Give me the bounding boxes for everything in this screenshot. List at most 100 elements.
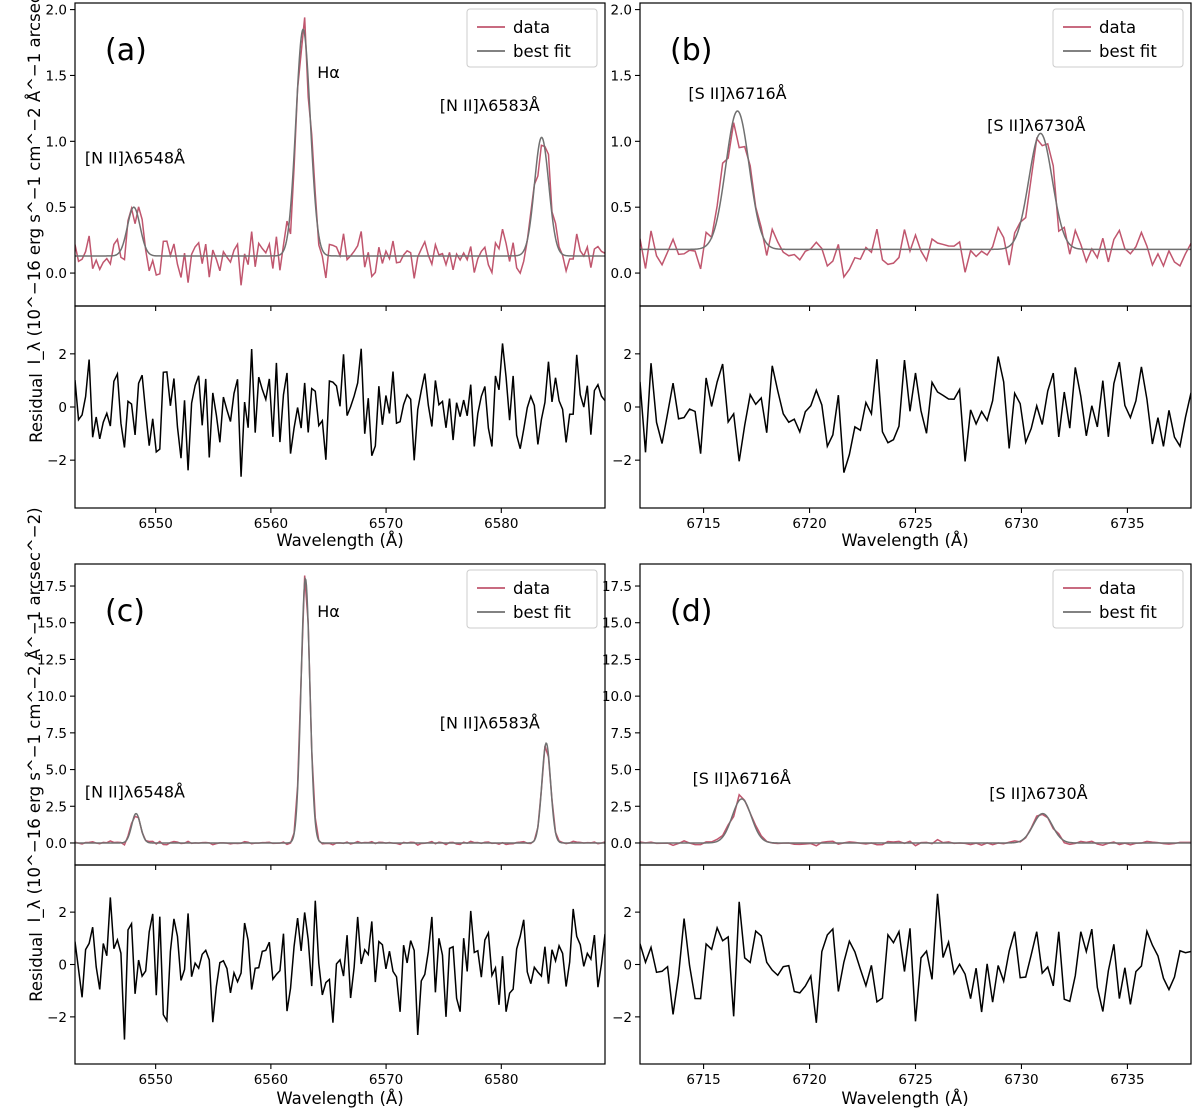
legend-entry-b: data [1099,18,1136,37]
ytick-label-b: 1.5 [611,68,632,84]
residual-ylabel-c: Residual [27,932,46,1002]
residual-ytick-label-b: 0 [623,400,632,416]
legend-a [466,8,598,68]
residual-ytick-label-c: −2 [47,1010,67,1026]
residual-axes-b [639,305,1192,509]
xtick-label-a: 6560 [254,516,288,532]
legend-b [1052,8,1184,68]
xlabel-c: Wavelength (Å) [276,1089,403,1108]
residual-ylabel-a: Residual [27,373,46,443]
xtick-label-a: 6580 [484,516,518,532]
residual-ytick-label-a: 0 [58,400,67,416]
panel-label-d: (d) [670,594,712,629]
ytick-label-b: 0.5 [611,200,632,216]
legend-d [1052,569,1184,629]
ytick-label-c: 7.5 [46,726,67,742]
emission-line-label-d: [S II]λ6730Å [989,784,1087,803]
xtick-label-d: 6715 [686,1072,720,1088]
ytick-label-c: 17.5 [37,579,67,595]
legend-c [466,569,598,629]
residual-ytick-label-a: −2 [47,453,67,469]
residual-line-d [640,893,1191,1023]
xlabel-d: Wavelength (Å) [841,1089,968,1108]
residual-ytick-label-d: 2 [623,905,632,921]
emission-line-label-d: [S II]λ6716Å [693,769,791,788]
xtick-label-b: 6725 [898,516,932,532]
best-fit-line-b [640,110,1191,251]
ytick-label-c: 0.0 [46,836,67,852]
emission-line-label-b: [S II]λ6716Å [688,84,786,103]
ytick-label-d: 17.5 [602,579,632,595]
legend-entry-c: best fit [513,603,571,622]
residual-line-b [640,356,1191,473]
panel-b: 0.0 0.5 1.0 1.5 2.0 −2 0 2 6715 6720 6725 6730 6735 (… [611,2,1192,532]
legend-entry-b: best fit [1099,42,1157,61]
xtick-label-c: 6550 [138,1072,172,1088]
legend-entry-d: best fit [1099,603,1157,622]
ytick-label-b: 2.0 [611,3,632,19]
residual-axes-d [639,864,1192,1065]
emission-line-label-c: [N II]λ6583Å [440,713,540,732]
legend-entry-c: data [513,579,550,598]
xtick-label-b: 6715 [686,516,720,532]
panel-label-b: (b) [670,33,712,68]
ytick-label-c: 10.0 [37,689,67,705]
residual-ytick-label-d: 0 [623,958,632,974]
xtick-label-d: 6730 [1004,1072,1038,1088]
ytick-label-b: 1.0 [611,134,632,150]
panel-c: 0.0 2.5 5.0 7.5 10.0 12.5 15.0 17.5 −2 0 2 6550 6560… [37,563,606,1088]
ytick-label-d: 0.0 [611,836,632,852]
residual-axes-a [74,305,606,509]
ytick-label-b: 0.0 [611,266,632,282]
legend-entry-a: best fit [513,42,571,61]
ytick-label-d: 2.5 [611,799,632,815]
ytick-label-d: 10.0 [602,689,632,705]
panel-a: 0.0 0.5 1.0 1.5 2.0 −2 0 2 6550 6560 6570 6580 (a) [N… [46,2,606,532]
residual-line-a [75,343,605,477]
data-line-b [640,122,1191,279]
xtick-label-d: 6720 [792,1072,826,1088]
best-fit-line-a [75,28,605,257]
best-fit-line-c [75,576,605,844]
xtick-label-c: 6580 [484,1072,518,1088]
panel-d: 0.0 2.5 5.0 7.5 10.0 12.5 15.0 17.5 −2 0 2 6715 6720… [602,563,1192,1088]
ytick-label-c: 5.0 [46,763,67,779]
emission-line-label-a: Hα [317,63,340,82]
ytick-label-a: 1.5 [46,68,67,84]
residual-ytick-label-d: −2 [612,1010,632,1026]
xtick-label-d: 6725 [898,1072,932,1088]
xtick-label-a: 6570 [369,516,403,532]
xtick-label-c: 6570 [369,1072,403,1088]
emission-line-label-a: [N II]λ6583Å [440,96,540,115]
xlabel-b: Wavelength (Å) [841,531,968,550]
ytick-label-a: 1.0 [46,134,67,150]
ytick-label-c: 2.5 [46,799,67,815]
ytick-label-d: 7.5 [611,726,632,742]
xtick-label-b: 6720 [792,516,826,532]
emission-line-label-c: [N II]λ6548Å [85,782,185,801]
xtick-label-d: 6735 [1110,1072,1144,1088]
xlabel-a: Wavelength (Å) [276,531,403,550]
xtick-label-a: 6550 [138,516,172,532]
residual-ytick-label-b: −2 [612,453,632,469]
panel-label-a: (a) [105,33,147,68]
residual-ytick-label-b: 2 [623,347,632,363]
panel-label-c: (c) [105,594,145,629]
legend-entry-d: data [1099,579,1136,598]
residual-ytick-label-c: 0 [58,958,67,974]
best-fit-line-d [640,798,1191,844]
ytick-label-c: 12.5 [37,652,67,668]
ylabel-top-row: I_λ (10^−16 erg s^−1 cm^−2 Å^−1 arcsec^−… [25,0,45,365]
xtick-label-b: 6730 [1004,516,1038,532]
ytick-label-d: 5.0 [611,763,632,779]
residual-ytick-label-c: 2 [58,905,67,921]
ytick-label-d: 12.5 [602,652,632,668]
ytick-label-a: 0.5 [46,200,67,216]
ytick-label-a: 0.0 [46,266,67,282]
residual-line-c [75,897,605,1040]
residual-ytick-label-a: 2 [58,347,67,363]
emission-line-label-a: [N II]λ6548Å [85,149,185,168]
ytick-label-a: 2.0 [46,3,67,19]
legend-entry-a: data [513,18,550,37]
